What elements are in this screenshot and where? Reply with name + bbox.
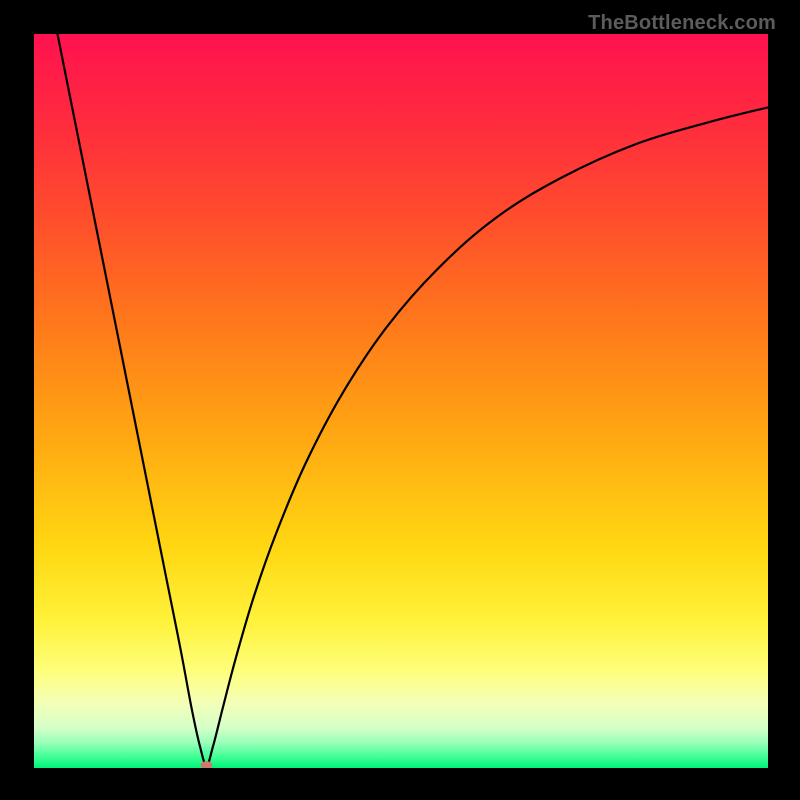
chart-container: TheBottleneck.com — [0, 0, 800, 800]
plot-area — [34, 34, 768, 768]
plot-svg — [34, 34, 768, 768]
gradient-background — [34, 34, 768, 768]
watermark-label: TheBottleneck.com — [588, 12, 776, 35]
